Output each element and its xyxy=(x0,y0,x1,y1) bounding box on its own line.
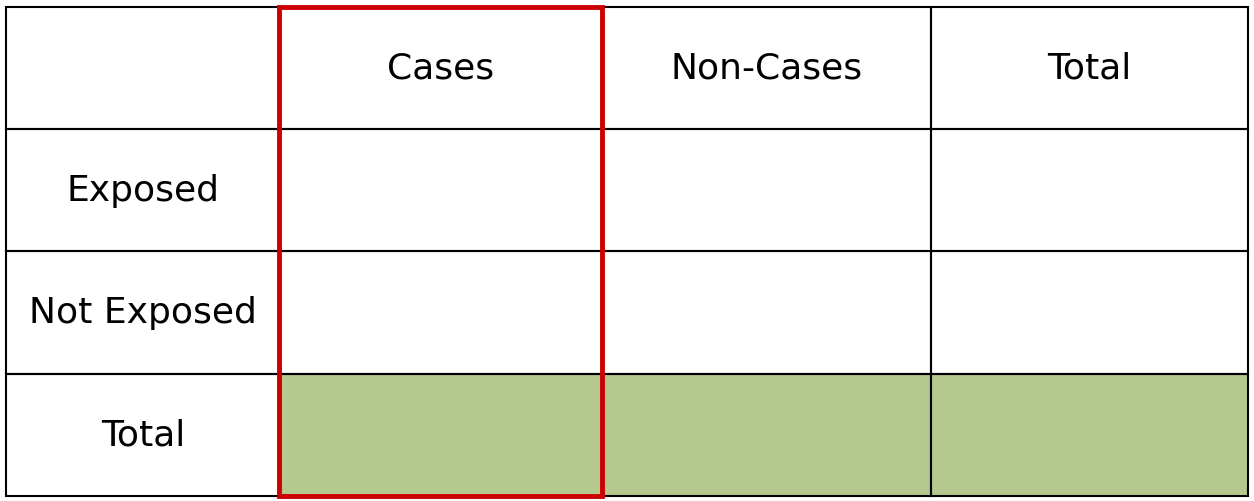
Bar xyxy=(932,252,1248,374)
Bar xyxy=(602,252,932,374)
Bar xyxy=(932,374,1248,496)
Bar xyxy=(6,252,280,374)
Bar xyxy=(932,374,1248,496)
Text: Total: Total xyxy=(1047,52,1131,86)
Bar xyxy=(602,374,932,496)
Bar xyxy=(280,130,602,252)
Bar xyxy=(280,374,602,496)
Bar xyxy=(932,252,1248,374)
Text: Exposed: Exposed xyxy=(66,174,219,207)
Bar xyxy=(932,8,1248,130)
Bar xyxy=(280,8,602,130)
Bar xyxy=(6,374,280,496)
Bar xyxy=(6,374,280,496)
Bar xyxy=(6,130,280,252)
Bar xyxy=(280,8,602,496)
Bar xyxy=(6,130,280,252)
Bar xyxy=(602,8,932,130)
Bar xyxy=(932,130,1248,252)
Bar xyxy=(602,130,932,252)
Bar xyxy=(280,252,602,374)
Bar xyxy=(602,252,932,374)
Bar xyxy=(280,130,602,252)
Text: Cases: Cases xyxy=(387,52,494,86)
Bar xyxy=(602,8,932,130)
Bar xyxy=(932,8,1248,130)
Text: Total: Total xyxy=(100,418,184,452)
Bar xyxy=(280,374,602,496)
Bar xyxy=(6,252,280,374)
Bar xyxy=(932,130,1248,252)
Bar xyxy=(280,252,602,374)
Text: Non-Cases: Non-Cases xyxy=(671,52,863,86)
Bar xyxy=(602,374,932,496)
Bar xyxy=(6,8,280,130)
Bar xyxy=(280,8,602,130)
Text: Not Exposed: Not Exposed xyxy=(29,296,257,330)
Bar xyxy=(6,8,280,130)
Bar xyxy=(602,130,932,252)
